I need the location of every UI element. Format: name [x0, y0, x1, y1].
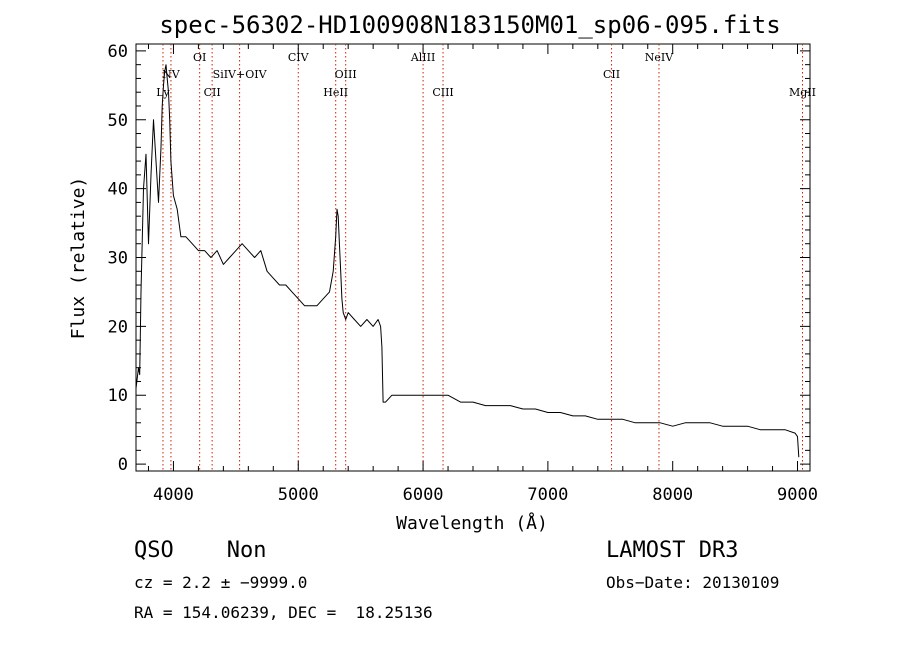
series-group [135, 64, 800, 458]
line-label-3: CII [204, 86, 221, 99]
emission-line-labels: LyNVOICIISiIV+OIVCIVHeIIOIIIAlIIICIIICII… [156, 51, 816, 99]
spectrum-line-0 [135, 64, 800, 458]
line-label-8: AlIII [410, 51, 436, 64]
line-label-5: CIV [288, 51, 310, 64]
y-axis-label: Flux (relative) [68, 177, 89, 340]
line-label-10: CII [603, 68, 620, 81]
line-label-11: NeIV [645, 51, 674, 64]
x-tick-label-0: 4000 [153, 485, 194, 505]
redshift-text: cz = 2.2 ± −9999.0 [134, 573, 308, 592]
classification-text: QSO Non [134, 538, 267, 563]
line-label-7: OIII [335, 68, 357, 81]
y-axis: 0 10 20 30 40 50 60 [108, 42, 810, 475]
chart-title: spec-56302-HD100908N183150M01_sp06-095.f… [159, 11, 780, 39]
x-tick-label-2: 6000 [403, 485, 444, 505]
line-label-9: CIII [432, 86, 453, 99]
emission-line-markers [162, 44, 804, 471]
x-tick-label-3: 7000 [527, 485, 568, 505]
y-tick-label-0: 0 [118, 455, 128, 475]
y-tick-label-5: 50 [108, 111, 128, 131]
obs-date-text: Obs−Date: 20130109 [606, 573, 780, 592]
line-label-12: MgII [789, 86, 816, 99]
y-tick-label-4: 40 [108, 180, 128, 200]
plot-frame [135, 43, 811, 472]
y-tick-label-2: 20 [108, 317, 128, 337]
x-axis-label: Wavelength (Å) [396, 512, 548, 534]
line-label-4: SiIV+OIV [213, 68, 268, 81]
y-tick-label-1: 10 [108, 386, 128, 406]
y-tick-label-6: 60 [108, 42, 128, 62]
line-label-2: OI [193, 51, 206, 64]
x-tick-label-5: 9000 [777, 485, 818, 505]
line-label-6: HeII [323, 86, 348, 99]
x-tick-label-1: 5000 [278, 485, 319, 505]
coordinates-text: RA = 154.06239, DEC = 18.25136 [134, 603, 433, 622]
x-axis: 4000 5000 6000 7000 8000 9000 [147, 44, 818, 505]
survey-label: LAMOST DR3 [606, 538, 739, 563]
x-tick-label-4: 8000 [652, 485, 693, 505]
y-tick-label-3: 30 [108, 249, 128, 269]
